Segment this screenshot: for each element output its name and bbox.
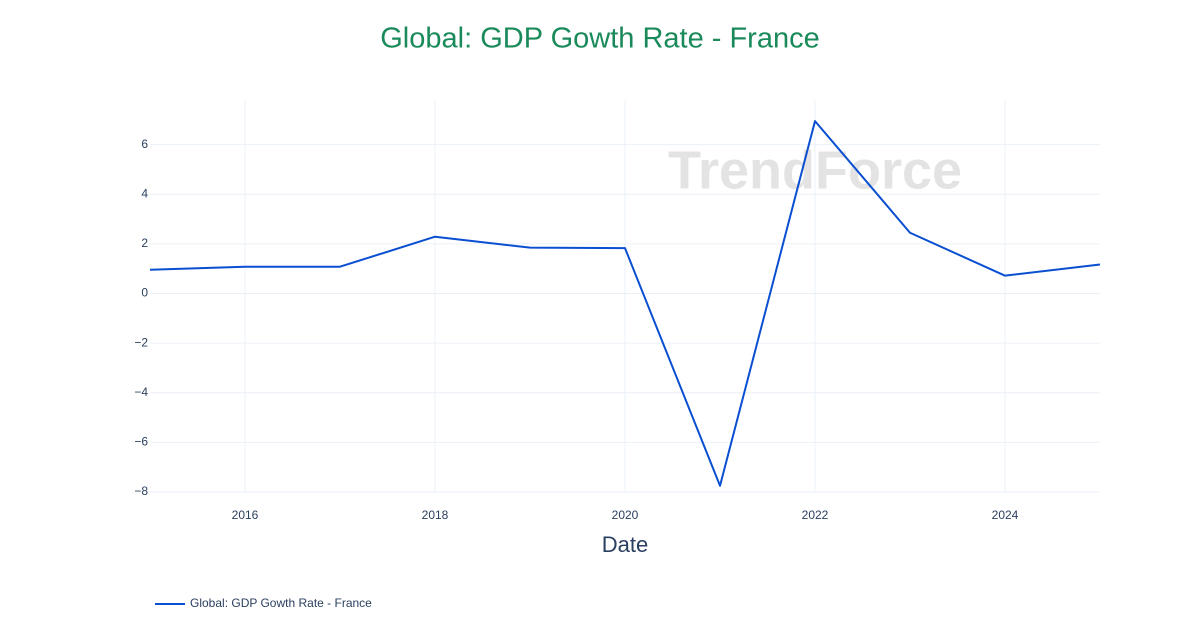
x-tick-label: 2020 — [612, 508, 639, 522]
y-tick-label: −4 — [134, 385, 148, 399]
x-tick-label: 2024 — [992, 508, 1019, 522]
chart-title: Global: GDP Gowth Rate - France — [380, 23, 819, 55]
x-tick-label: 2018 — [422, 508, 449, 522]
data-line — [149, 120, 1101, 487]
y-tick-label: −6 — [134, 435, 148, 449]
y-tick-label: −8 — [134, 484, 148, 498]
y-tick-label: −2 — [134, 335, 148, 349]
legend-label: Global: GDP Gowth Rate - France — [190, 596, 372, 610]
y-tick-label: 6 — [141, 137, 148, 151]
x-tick-label: 2016 — [232, 508, 259, 522]
y-tick-label: 2 — [141, 236, 148, 250]
x-axis-title: Date — [602, 532, 648, 557]
y-tick-label: 4 — [141, 186, 148, 200]
y-tick-label: 0 — [141, 286, 148, 300]
x-tick-label: 2022 — [802, 508, 829, 522]
